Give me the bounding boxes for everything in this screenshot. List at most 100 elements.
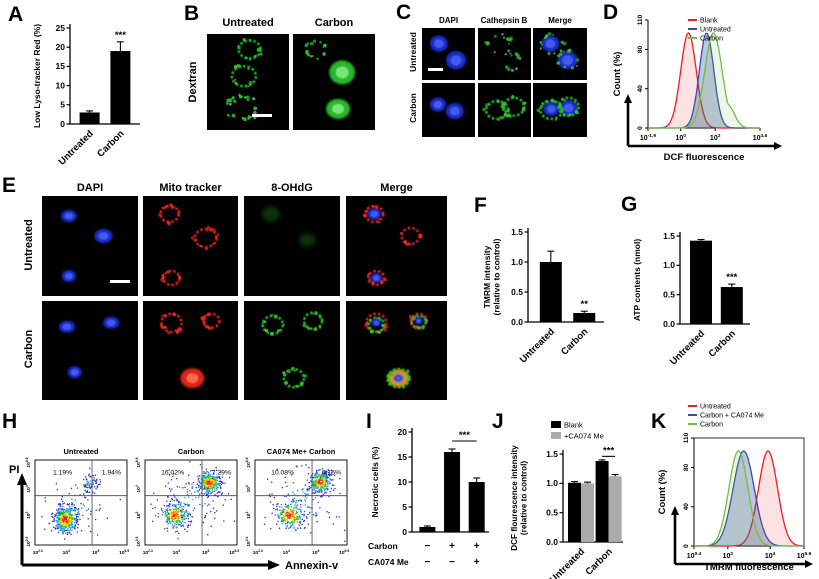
svg-text:***: *** <box>603 445 614 456</box>
e-col-header-dapi: DAPI <box>76 182 104 194</box>
panel-a-letter: A <box>8 3 24 26</box>
svg-text:Carbon: Carbon <box>178 447 205 456</box>
svg-text:106.5: 106.5 <box>339 549 349 556</box>
e-col-header-mito-tracker: Mito tracker <box>159 182 222 194</box>
svg-text:106.5: 106.5 <box>119 549 129 556</box>
svg-text:1.19%: 1.19% <box>53 469 72 476</box>
svg-text:1.0: 1.0 <box>546 478 558 488</box>
svg-text:102: 102 <box>25 512 32 519</box>
svg-text:105.6: 105.6 <box>797 551 812 560</box>
svg-text:106.6: 106.6 <box>135 457 142 467</box>
panel-h-chart: Untreated 1.19% 1.94% 100.3 102 104 106.6 102.3… <box>9 447 349 572</box>
micrograph-c-cathepsin-carbon <box>478 83 531 137</box>
svg-text:102: 102 <box>710 133 721 142</box>
c-col-header-cathepsin-b: Cathepsin B <box>480 16 528 25</box>
svg-text:104: 104 <box>765 551 776 560</box>
svg-text:(relative to control): (relative to control) <box>520 461 529 535</box>
svg-text:104: 104 <box>245 485 252 492</box>
e-col-header-merge: Merge <box>380 182 413 194</box>
svg-text:40: 40 <box>683 503 690 511</box>
panel-f-letter: F <box>474 194 487 217</box>
svg-text:106: 106 <box>202 549 209 556</box>
c-col-header-merge: Merge <box>548 16 572 25</box>
svg-text:ATP contents (nmol): ATP contents (nmol) <box>632 239 642 321</box>
svg-text:104.6: 104.6 <box>753 133 768 142</box>
svg-text:0: 0 <box>402 527 407 537</box>
micrograph-e-mito-carbon <box>143 301 238 400</box>
svg-text:100.3: 100.3 <box>135 536 142 546</box>
panel-h-letter: H <box>2 410 18 433</box>
svg-text:102: 102 <box>245 512 252 519</box>
b-row-label-dextran: Dextran <box>187 61 199 103</box>
svg-text:0.5: 0.5 <box>511 287 523 297</box>
micrograph-e-dapi-untreated <box>42 196 138 296</box>
svg-text:25: 25 <box>56 23 66 33</box>
svg-text:106.6: 106.6 <box>245 457 252 467</box>
micrograph-c-cathepsin-untreated <box>478 28 531 80</box>
micrograph-e-8ohdg-carbon <box>244 301 340 400</box>
svg-text:15: 15 <box>398 452 408 462</box>
svg-text:0: 0 <box>637 126 644 130</box>
svg-text:DCF flourescence intensity: DCF flourescence intensity <box>510 445 519 551</box>
panel-g-letter: G <box>621 193 638 216</box>
svg-text:Untreated: Untreated <box>518 326 557 365</box>
panel-d-chart: 0 40 80 110 10-1.9 100 102 104.6 Blank Untreated C… <box>612 14 782 163</box>
svg-text:Necrotic cells (%): Necrotic cells (%) <box>370 446 380 517</box>
panel-j-chart: 0.0 0.5 1.0 1.5 DCF flourescence intensity (r… <box>510 421 623 579</box>
svg-text:0.0: 0.0 <box>511 317 523 327</box>
svg-text:106: 106 <box>312 549 319 556</box>
svg-text:110: 110 <box>637 14 644 25</box>
svg-text:0: 0 <box>683 544 690 548</box>
e-row-label-untreated: Untreated <box>23 219 35 271</box>
svg-text:0.5: 0.5 <box>546 507 558 517</box>
svg-text:104: 104 <box>283 549 290 556</box>
svg-text:+CA074 Me: +CA074 Me <box>564 432 604 441</box>
svg-text:0.5: 0.5 <box>663 289 675 299</box>
svg-text:100.3: 100.3 <box>25 536 32 546</box>
micrograph-b-untreated <box>207 34 289 130</box>
svg-text:***: *** <box>115 30 126 41</box>
svg-text:15: 15 <box>56 61 66 71</box>
svg-text:6.15%: 6.15% <box>322 469 341 476</box>
svg-text:80: 80 <box>637 45 644 53</box>
svg-text:1.5: 1.5 <box>511 227 523 237</box>
svg-text:0.0: 0.0 <box>663 319 675 329</box>
svg-text:20: 20 <box>398 427 408 437</box>
svg-text:106.5: 106.5 <box>229 549 239 556</box>
micrograph-c-dapi-carbon <box>422 83 475 137</box>
svg-text:1.0: 1.0 <box>663 260 675 270</box>
svg-text:Carbon: Carbon <box>368 541 398 551</box>
svg-text:104: 104 <box>63 549 70 556</box>
svg-text:Untreated: Untreated <box>548 546 587 579</box>
svg-text:PI: PI <box>9 464 19 476</box>
svg-text:Carbon: Carbon <box>700 36 723 43</box>
scale-bar <box>110 280 130 283</box>
e-row-label-carbon: Carbon <box>23 329 35 369</box>
c-row-label-carbon: Carbon <box>408 93 418 123</box>
micrograph-e-mito-untreated <box>143 196 238 296</box>
svg-text:Untreated: Untreated <box>63 447 98 456</box>
panel-d-letter: D <box>603 1 619 24</box>
svg-text:DCF fluorescence: DCF fluorescence <box>664 152 745 163</box>
panel-j-letter: J <box>492 410 504 433</box>
svg-text:Untreated: Untreated <box>700 27 731 34</box>
svg-text:100: 100 <box>675 133 686 142</box>
svg-text:Carbon + CA074 Me: Carbon + CA074 Me <box>700 413 764 420</box>
svg-text:Carbon: Carbon <box>559 326 590 357</box>
svg-text:Blank: Blank <box>564 421 583 430</box>
b-col-header-untreated: Untreated <box>222 17 274 29</box>
svg-text:Carbon: Carbon <box>700 422 723 429</box>
panel-i-chart: 0 5 10 15 20 Necrotic cells (%) *** Carbon − + + CA… <box>368 427 489 568</box>
svg-text:+: + <box>474 557 480 568</box>
panel-a-chart: 0 5 10 15 20 25 Low Lyso-tracker Red (%) Untrea… <box>32 23 140 167</box>
svg-text:−: − <box>449 557 455 568</box>
svg-text:Low Lyso-tracker Red (%): Low Lyso-tracker Red (%) <box>32 24 42 128</box>
svg-text:***: *** <box>726 272 737 283</box>
panel-i-letter: I <box>366 410 372 433</box>
svg-text:Untreated: Untreated <box>700 404 731 411</box>
panel-b-letter: B <box>184 2 200 25</box>
svg-text:104: 104 <box>25 485 32 492</box>
svg-text:Untreated: Untreated <box>57 128 96 167</box>
svg-text:102.3: 102.3 <box>143 549 153 556</box>
